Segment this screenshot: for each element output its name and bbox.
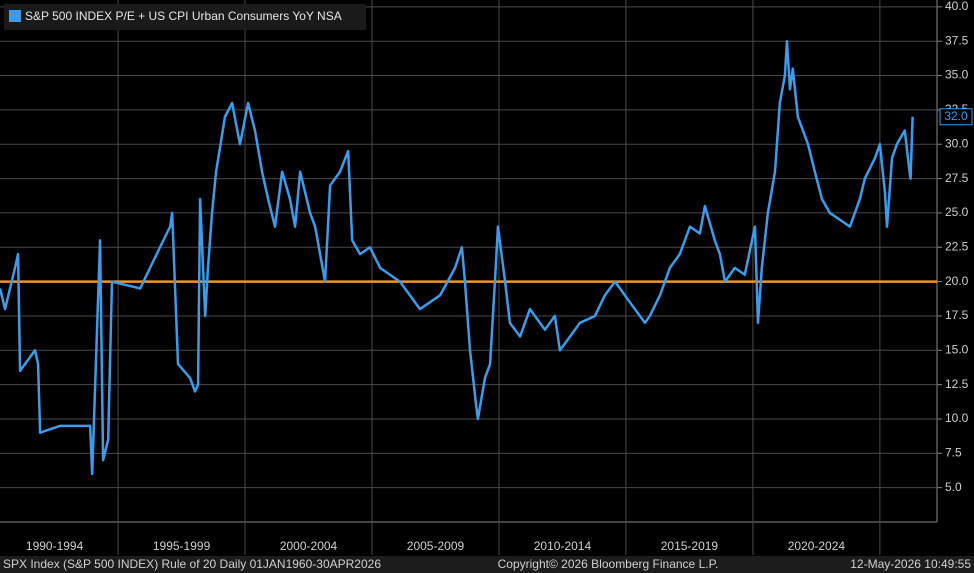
y-tick-label: 15.0 — [945, 342, 969, 356]
x-period-label: 2005-2009 — [407, 539, 465, 553]
last-value-box — [939, 108, 973, 126]
y-tick-label: 22.5 — [945, 239, 969, 253]
y-tick-label: 37.5 — [945, 33, 969, 47]
x-period-label: 2000-2004 — [280, 539, 338, 553]
y-tick-label: 40.0 — [945, 0, 969, 13]
x-period-label: 1995-1999 — [153, 539, 211, 553]
y-tick-label: 5.0 — [945, 480, 962, 494]
footer-bar — [0, 556, 974, 573]
footer-left: SPX Index (S&P 500 INDEX) Rule of 20 Dai… — [3, 557, 381, 571]
footer-center: Copyright© 2026 Bloomberg Finance L.P. — [498, 557, 719, 571]
last-value-label: 32.0 — [944, 109, 968, 123]
grid — [0, 0, 942, 555]
labels: 5.0 7.5 10.0 12.5 15.0 17.5 20.0 22.5 25.0 27.5 30… — [26, 0, 973, 553]
y-tick-label: 20.0 — [945, 274, 969, 288]
footer-right: 12-May-2026 10:49:55 — [850, 557, 971, 571]
y-tick-label: 12.5 — [945, 377, 969, 391]
x-period-label: 2010-2014 — [534, 539, 592, 553]
y-tick-label: 17.5 — [945, 308, 969, 322]
y-tick-label: 25.0 — [945, 205, 969, 219]
y-tick-label: 10.0 — [945, 411, 969, 425]
legend-swatch — [9, 10, 21, 22]
x-period-label: 2020-2024 — [788, 539, 846, 553]
y-tick-label: 35.0 — [945, 68, 969, 82]
y-tick-label: 7.5 — [945, 445, 962, 459]
legend-box — [4, 4, 366, 30]
legend-label: S&P 500 INDEX P/E + US CPI Urban Consume… — [25, 9, 342, 23]
x-period-label: 2015-2019 — [661, 539, 719, 553]
x-period-label: 1990-1994 — [26, 539, 84, 553]
y-tick-label: 30.0 — [945, 136, 969, 150]
marks — [0, 39, 937, 476]
y-tick-label: 27.5 — [945, 171, 969, 185]
series-line — [0, 39, 914, 476]
